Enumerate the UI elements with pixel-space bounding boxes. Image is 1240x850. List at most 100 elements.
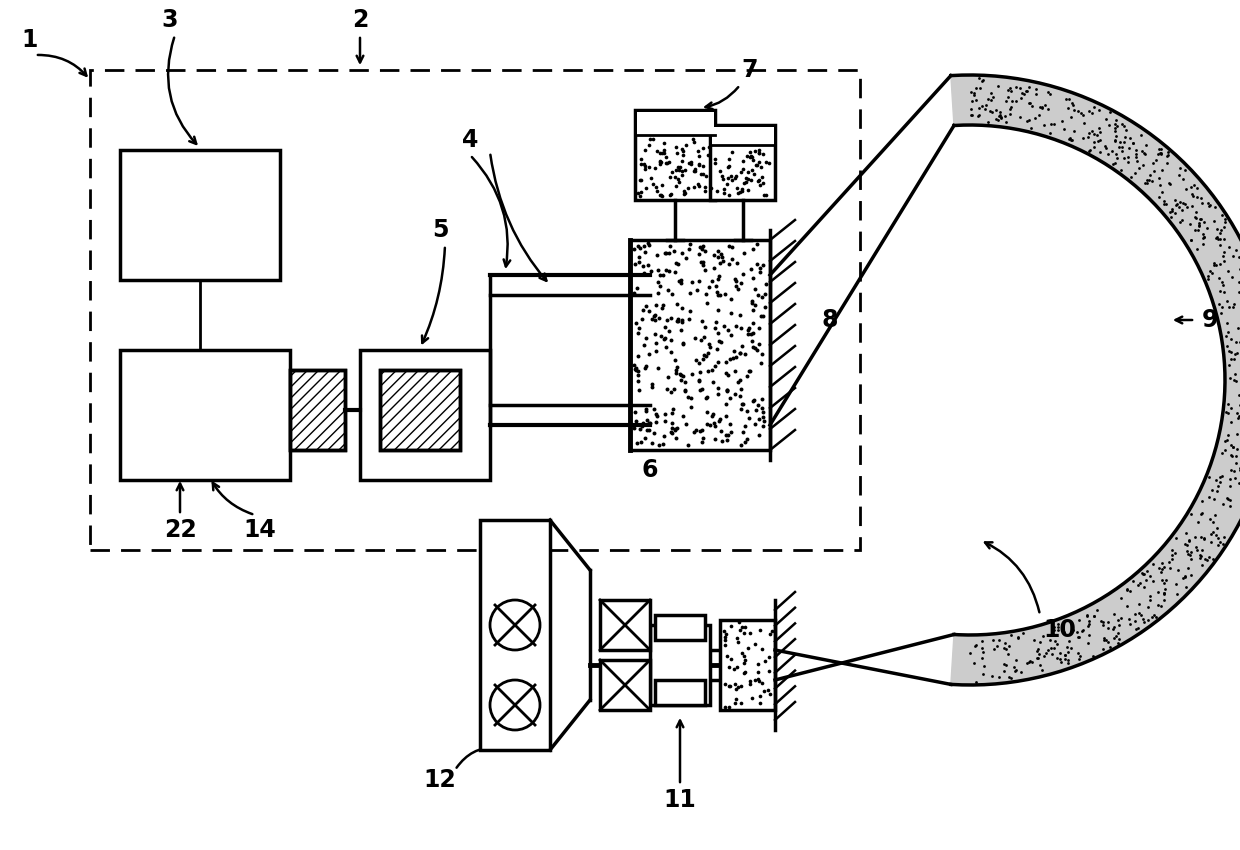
Point: [1199, 200, 1219, 213]
Point: [1120, 584, 1140, 598]
Point: [733, 397, 753, 411]
Point: [1050, 652, 1070, 666]
Point: [1171, 215, 1190, 229]
Point: [975, 660, 994, 673]
Point: [625, 405, 645, 419]
Point: [1090, 145, 1110, 159]
Point: [734, 649, 754, 662]
Bar: [480, 520, 551, 750]
Point: [743, 153, 763, 167]
Point: [672, 164, 692, 178]
Point: [1229, 275, 1240, 289]
Point: [729, 309, 749, 322]
Point: [1200, 512, 1220, 525]
Point: [682, 156, 702, 169]
Point: [749, 398, 769, 411]
Point: [1044, 117, 1064, 131]
Point: [657, 382, 677, 395]
Point: [625, 362, 645, 376]
Point: [1019, 655, 1039, 669]
Point: [1152, 556, 1172, 570]
Point: [634, 157, 653, 171]
Point: [966, 93, 986, 106]
Point: [626, 361, 646, 375]
Point: [738, 324, 758, 337]
Point: [1132, 566, 1152, 580]
Point: [652, 298, 672, 312]
Point: [658, 155, 678, 168]
Point: [724, 662, 744, 676]
Point: [722, 169, 742, 183]
Point: [753, 401, 773, 415]
Point: [624, 242, 644, 256]
Point: [708, 388, 728, 401]
Point: [1071, 106, 1091, 120]
Point: [1167, 197, 1187, 211]
Point: [725, 693, 745, 706]
Point: [1214, 246, 1234, 259]
Point: [1033, 629, 1053, 643]
Bar: [600, 600, 650, 650]
Point: [727, 275, 746, 288]
Point: [1115, 130, 1135, 144]
Point: [1199, 470, 1219, 484]
Point: [1140, 173, 1159, 187]
Point: [1001, 672, 1021, 685]
Point: [743, 340, 763, 354]
Point: [1090, 125, 1110, 139]
Point: [1048, 617, 1068, 631]
Point: [660, 324, 680, 337]
Point: [1220, 402, 1240, 416]
Point: [1208, 539, 1228, 552]
Point: [1207, 473, 1226, 487]
Point: [1114, 151, 1133, 165]
Point: [739, 411, 759, 425]
Point: [753, 147, 773, 161]
Point: [692, 167, 712, 181]
Point: [1208, 531, 1228, 545]
Point: [734, 347, 754, 360]
Point: [1161, 178, 1180, 191]
Point: [1055, 648, 1075, 661]
Point: [683, 133, 703, 146]
Point: [1154, 593, 1174, 607]
Point: [1184, 178, 1204, 191]
Point: [983, 90, 1003, 104]
Point: [1030, 635, 1050, 649]
Point: [1199, 551, 1219, 564]
Point: [1117, 599, 1137, 613]
Point: [715, 677, 735, 691]
Point: [986, 103, 1006, 116]
Point: [1076, 608, 1096, 621]
Point: [692, 423, 712, 437]
Point: [1223, 440, 1240, 454]
Point: [1213, 537, 1233, 551]
Point: [630, 173, 650, 186]
Point: [1110, 135, 1130, 149]
Point: [1095, 633, 1115, 647]
Point: [671, 323, 691, 337]
Point: [653, 437, 673, 451]
Point: [635, 360, 655, 374]
Point: [1145, 608, 1164, 621]
Point: [1050, 646, 1070, 660]
Point: [1221, 269, 1240, 283]
Point: [677, 416, 697, 430]
Point: [1152, 163, 1172, 177]
Point: [651, 189, 671, 202]
Point: [737, 404, 756, 417]
Point: [1042, 641, 1061, 654]
Point: [688, 158, 708, 172]
Point: [1218, 326, 1238, 339]
Point: [727, 181, 746, 195]
Point: [1114, 135, 1133, 149]
Point: [1200, 199, 1220, 212]
Point: [1210, 233, 1230, 246]
Point: [1006, 81, 1025, 94]
Point: [1125, 167, 1145, 180]
Point: [668, 312, 688, 326]
Point: [653, 428, 673, 442]
Point: [1202, 266, 1221, 280]
Point: [973, 73, 993, 87]
Point: [1038, 643, 1058, 657]
